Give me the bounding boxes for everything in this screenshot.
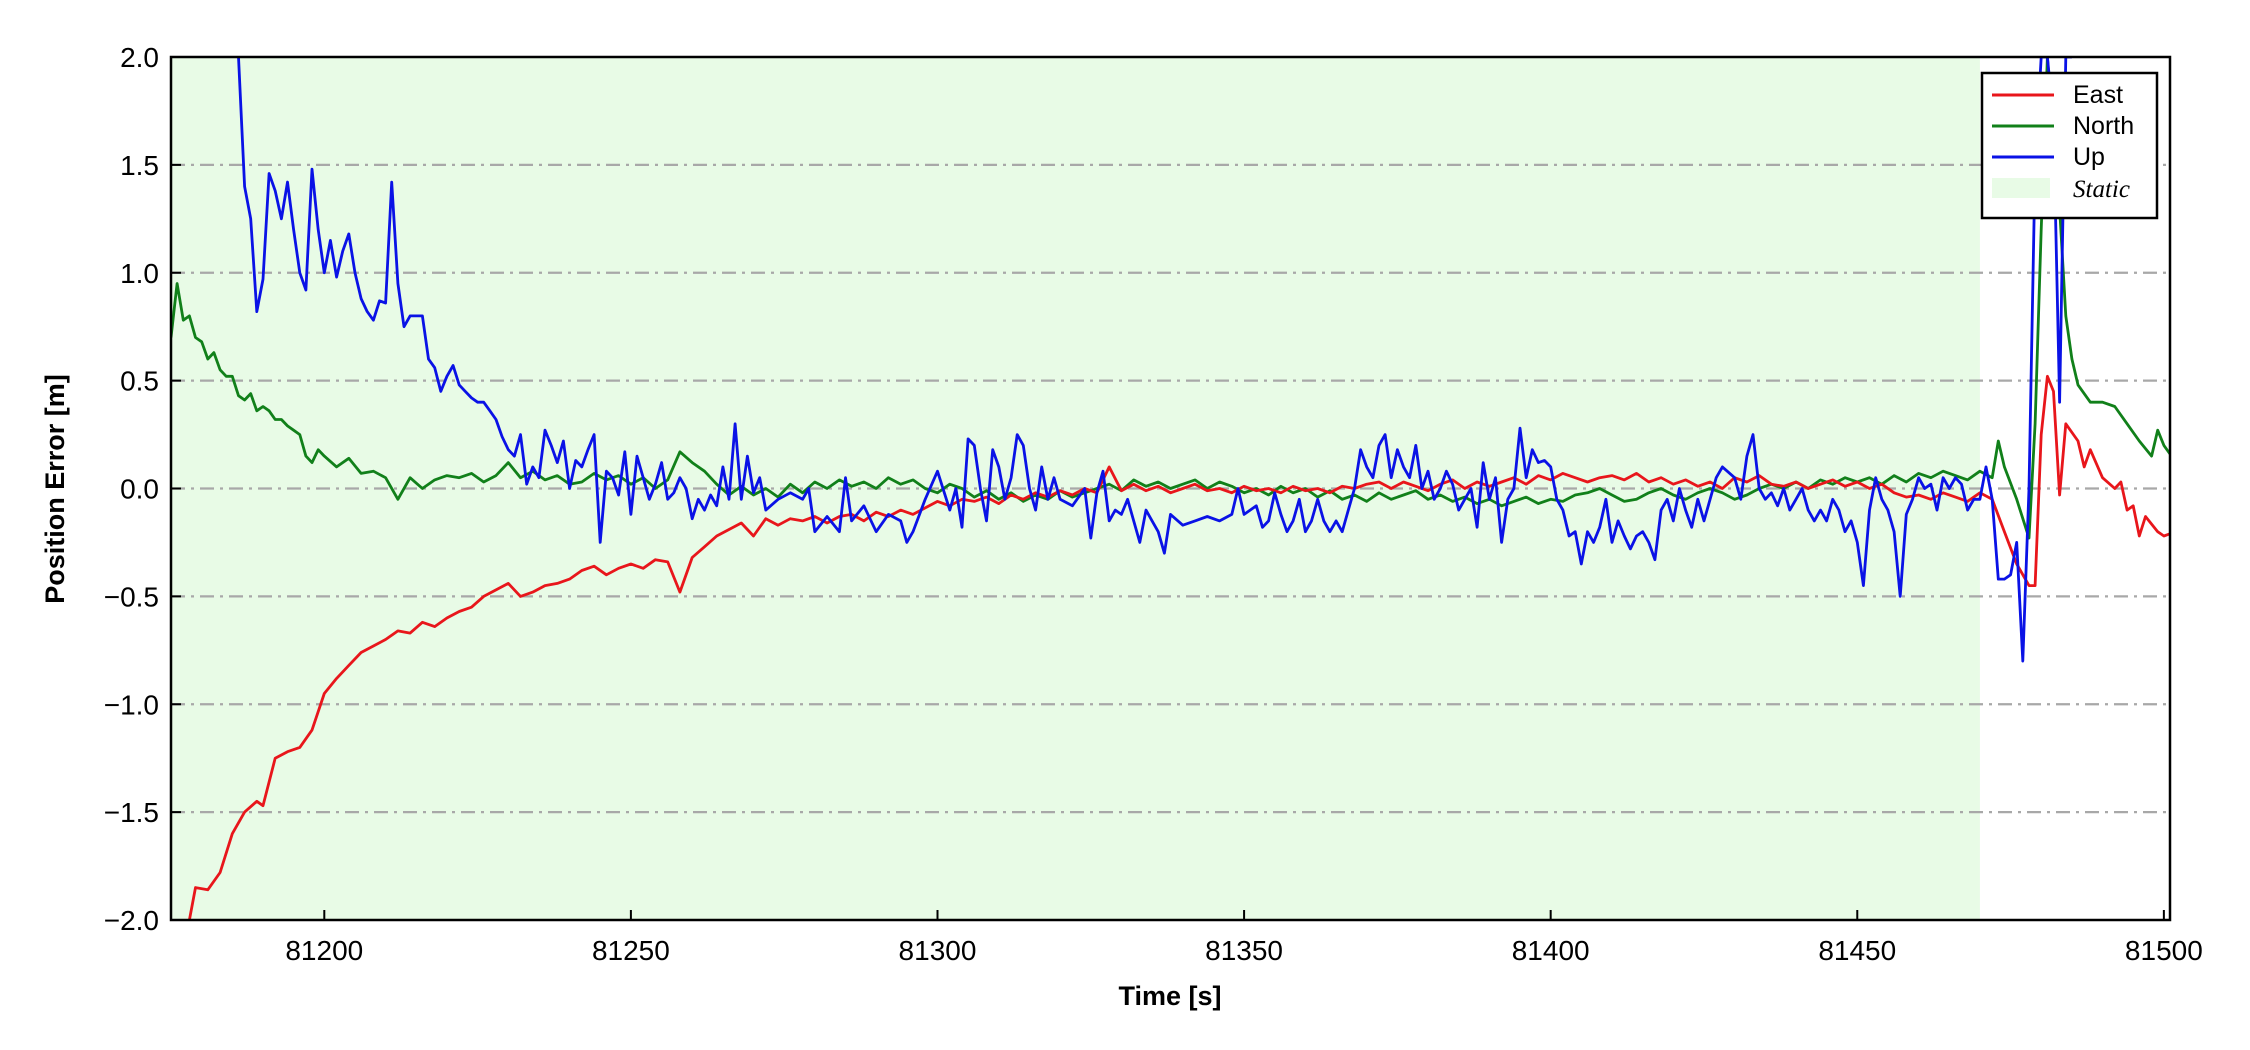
y-tick-label: −1.5 — [104, 797, 159, 828]
x-tick-label: 81350 — [1205, 935, 1283, 966]
x-tick-label: 81250 — [592, 935, 670, 966]
x-tick-label: 81400 — [1512, 935, 1590, 966]
y-axis-title: Position Error [m] — [40, 374, 70, 604]
y-tick-label: 1.5 — [120, 150, 159, 181]
data-series-layer — [171, 57, 2170, 920]
x-tick-label: 81200 — [285, 935, 363, 966]
y-tick-label: −2.0 — [104, 905, 159, 936]
y-axis: 2.0 1.5 1.0 0.5 0.0 −0.5 −1.0 −1.5 −2.0 — [104, 42, 181, 936]
x-axis-title: Time [s] — [1118, 981, 1221, 1011]
x-tick-label: 81450 — [1818, 935, 1896, 966]
y-tick-label: 1.0 — [120, 258, 159, 289]
legend-label-north: North — [2073, 112, 2134, 140]
legend-label-east: East — [2073, 81, 2123, 109]
y-tick-label: 0.0 — [120, 474, 159, 505]
x-tick-label: 81500 — [2125, 935, 2203, 966]
legend: East North Up Static — [1980, 71, 2159, 220]
legend-label-up: Up — [2073, 143, 2105, 171]
x-axis: 81200 81250 81300 81350 81400 81450 81500 — [285, 910, 2203, 966]
y-tick-label: 0.5 — [120, 366, 159, 397]
y-tick-label: −1.0 — [104, 689, 159, 720]
legend-swatch-static — [1992, 178, 2050, 198]
series-line-up — [237, 57, 2072, 663]
y-tick-label: 2.0 — [120, 42, 159, 73]
y-tick-label: −0.5 — [104, 581, 159, 612]
x-tick-label: 81300 — [899, 935, 977, 966]
legend-label-static: Static — [2073, 176, 2130, 203]
